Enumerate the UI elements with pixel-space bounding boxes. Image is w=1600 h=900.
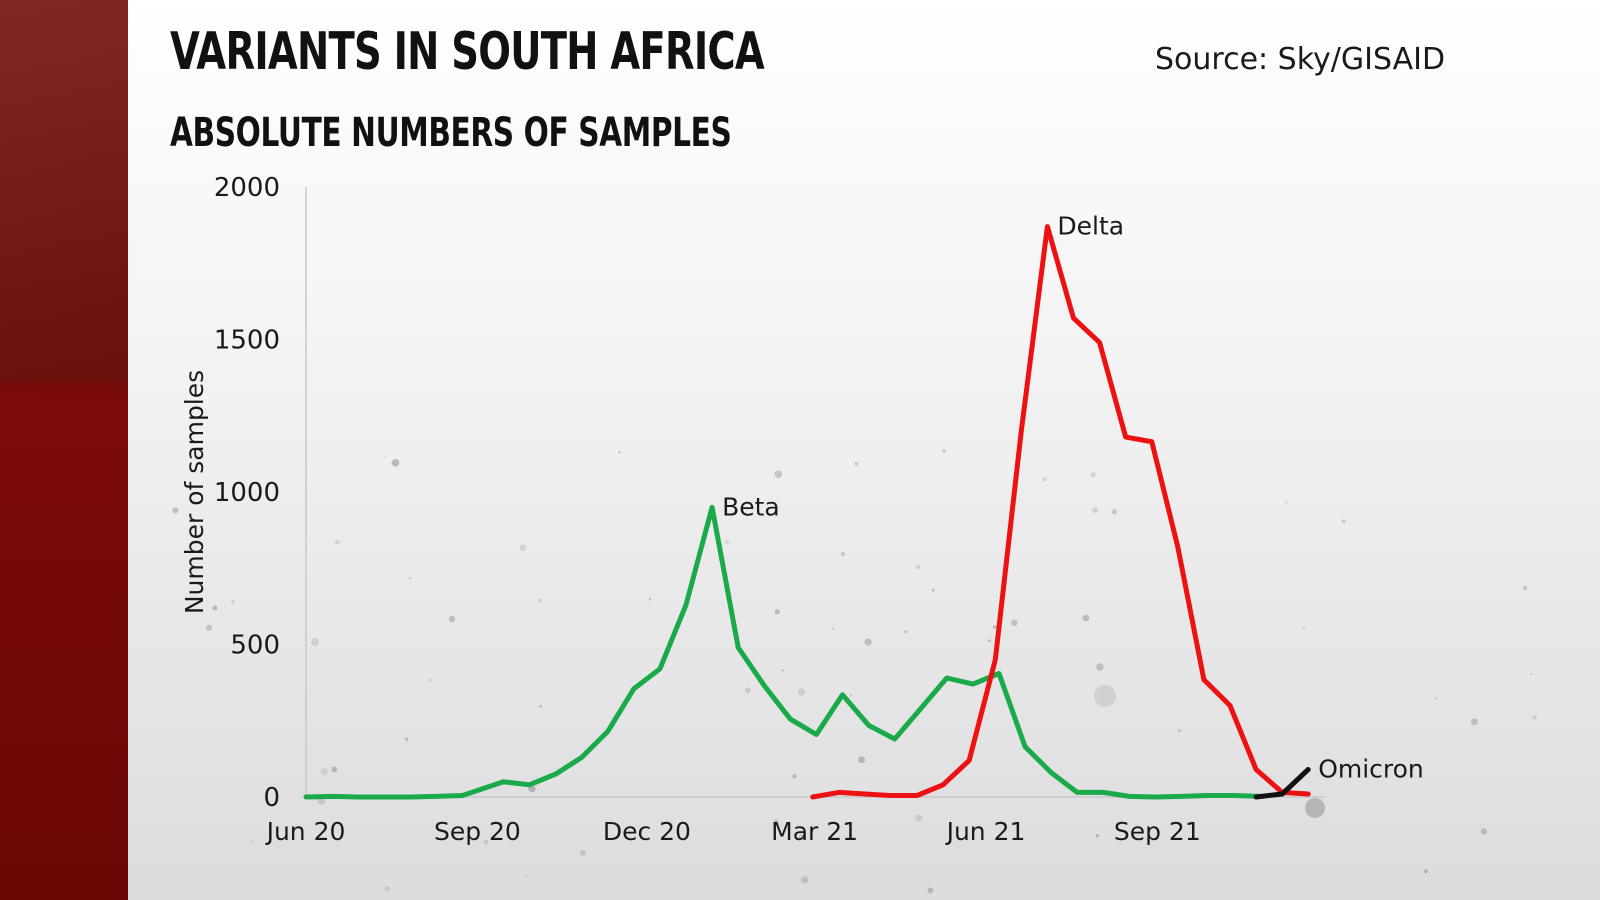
- speckle: [801, 876, 809, 884]
- speckle: [849, 693, 853, 697]
- series-lines: [303, 224, 1311, 800]
- speckle: [409, 577, 412, 580]
- speckle: [538, 598, 543, 603]
- speckle: [1092, 507, 1099, 514]
- speckle: [172, 507, 179, 514]
- y-tick-label: 1500: [214, 326, 280, 356]
- speckle: [580, 850, 586, 856]
- speckle: [832, 627, 835, 630]
- speckle: [773, 819, 779, 824]
- speckle: [1302, 626, 1306, 629]
- speckle: [988, 639, 991, 642]
- chart-title: VARIANTS IN SOUTH AFRICA: [170, 22, 765, 82]
- speckle: [334, 539, 340, 545]
- speckle: [1480, 828, 1488, 835]
- speckle: [539, 705, 543, 708]
- x-tick-label: Dec 20: [603, 817, 691, 846]
- y-tick-label: 1000: [214, 478, 280, 508]
- chart-subtitle: ABSOLUTE NUMBERS OF SAMPLES: [170, 110, 732, 156]
- speckle: [1096, 663, 1104, 671]
- speckle: [1522, 585, 1528, 591]
- speckle: [774, 609, 780, 615]
- speckle: [1341, 519, 1346, 524]
- speckle: [618, 451, 621, 454]
- speckle: [250, 839, 254, 843]
- speckle: [724, 539, 730, 544]
- x-tick-label: Jun 20: [265, 817, 346, 846]
- speckle: [1111, 509, 1118, 515]
- x-tick-label: Sep 21: [1114, 817, 1201, 846]
- speckle: [1090, 472, 1096, 478]
- source-credit: Source: Sky/GISAID: [1155, 42, 1446, 77]
- speckle: [383, 455, 386, 459]
- speckle: [798, 834, 805, 840]
- series-line-omicron: [1253, 767, 1311, 800]
- speckle: [648, 598, 652, 601]
- speckle: [916, 565, 921, 569]
- series-label-delta: Delta: [1057, 212, 1124, 241]
- speckle: [792, 774, 797, 779]
- speckle: [1532, 715, 1537, 720]
- speckle: [428, 678, 433, 682]
- series-line-delta: [810, 224, 1311, 800]
- speckle: [774, 470, 783, 479]
- x-tick-label: Sep 20: [434, 817, 521, 846]
- speckle: [1471, 718, 1478, 726]
- speckle: [797, 688, 806, 696]
- speckle: [331, 766, 338, 773]
- speckle: [320, 767, 329, 776]
- speckle: [311, 638, 319, 646]
- speckle: [915, 814, 923, 822]
- speckle: [1435, 697, 1438, 700]
- speckle: [942, 449, 947, 453]
- speckle: [744, 687, 751, 694]
- speckle: [483, 839, 489, 845]
- x-tick-label: Mar 21: [771, 817, 858, 846]
- speckle: [864, 638, 872, 646]
- x-tick-label: Jun 21: [945, 817, 1026, 846]
- speckle: [1082, 614, 1090, 622]
- side-panel: [0, 0, 128, 900]
- y-axis-label: Number of samples: [180, 370, 209, 614]
- speckle: [1094, 685, 1116, 707]
- speckle: [904, 630, 908, 634]
- series-line-beta: [303, 504, 1263, 800]
- speckle: [525, 874, 528, 877]
- speckle: [931, 588, 935, 592]
- speckle: [1284, 500, 1288, 504]
- y-tick-label: 2000: [214, 173, 280, 203]
- speckle: [405, 737, 409, 741]
- speckle: [231, 600, 235, 604]
- speckle: [1011, 619, 1018, 627]
- speckle: [1530, 673, 1533, 676]
- speckle: [927, 887, 934, 894]
- speckle: [840, 551, 846, 557]
- speckle: [1177, 729, 1182, 733]
- speckle: [1095, 834, 1100, 838]
- speckle: [992, 625, 997, 629]
- series-label-beta: Beta: [722, 492, 780, 521]
- x-tick-labels: Jun 20 Sep 20 Dec 20 Mar 21 Jun 21 Sep 21: [265, 817, 1201, 846]
- speckle: [781, 669, 784, 672]
- speckle: [212, 605, 218, 611]
- y-tick-labels: 0 500 1000 1500 2000: [214, 173, 280, 813]
- speckle: [391, 459, 400, 467]
- speckle: [854, 461, 859, 466]
- y-tick-label: 0: [263, 783, 280, 813]
- speckle: [206, 624, 213, 631]
- speckle: [519, 544, 527, 551]
- speckle: [1042, 477, 1048, 482]
- series-label-omicron: Omicron: [1318, 755, 1424, 784]
- speckle: [448, 616, 456, 623]
- speckle: [1305, 798, 1325, 818]
- speckle: [858, 756, 865, 764]
- speckle: [384, 886, 390, 891]
- speckle: [1423, 869, 1429, 874]
- series-labels: Beta Delta Omicron: [722, 212, 1424, 784]
- y-tick-label: 500: [230, 631, 280, 661]
